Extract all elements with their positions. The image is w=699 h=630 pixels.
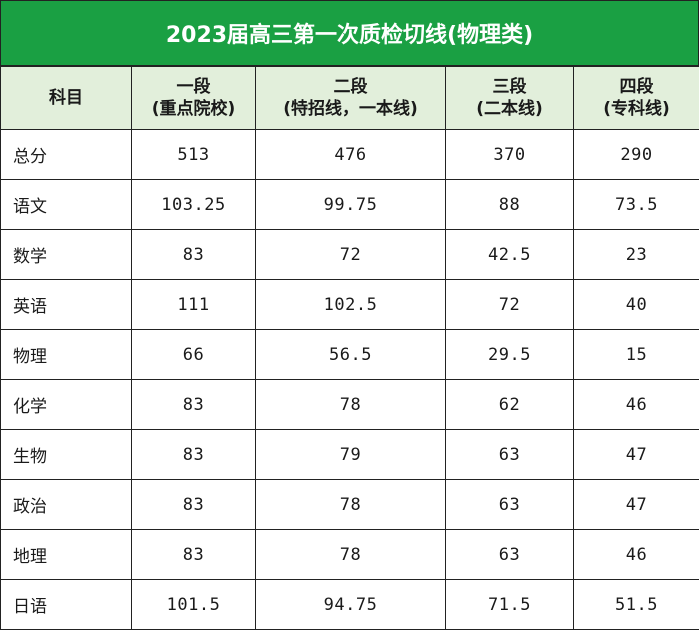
cell-tier-2: 99.75 — [256, 180, 446, 230]
header-tier-4-name: 四段 — [574, 76, 699, 98]
cell-tier-4: 23 — [574, 230, 699, 280]
cell-tier-1: 83 — [132, 480, 256, 530]
row-subject: 地理 — [1, 530, 132, 580]
table-row: 生物 83 79 63 47 — [1, 430, 699, 480]
header-tier-3: 三段 (二本线) — [446, 67, 574, 130]
cell-tier-4: 46 — [574, 380, 699, 430]
cell-tier-3: 72 — [446, 280, 574, 330]
row-subject: 生物 — [1, 430, 132, 480]
cell-tier-3: 42.5 — [446, 230, 574, 280]
row-subject: 政治 — [1, 480, 132, 530]
cell-tier-4: 15 — [574, 330, 699, 380]
cell-tier-3: 370 — [446, 130, 574, 180]
row-subject: 语文 — [1, 180, 132, 230]
table-row: 数学 83 72 42.5 23 — [1, 230, 699, 280]
cell-tier-1: 66 — [132, 330, 256, 380]
cell-tier-4: 290 — [574, 130, 699, 180]
row-subject: 化学 — [1, 380, 132, 430]
header-tier-3-name: 三段 — [446, 76, 573, 98]
cell-tier-1: 513 — [132, 130, 256, 180]
cell-tier-3: 63 — [446, 430, 574, 480]
cell-tier-4: 73.5 — [574, 180, 699, 230]
cell-tier-2: 94.75 — [256, 580, 446, 630]
cell-tier-3: 62 — [446, 380, 574, 430]
table-row: 化学 83 78 62 46 — [1, 380, 699, 430]
cell-tier-2: 78 — [256, 380, 446, 430]
cell-tier-1: 83 — [132, 430, 256, 480]
header-row: 科目 一段 (重点院校) 二段 (特招线，一本线) 三段 (二本线) 四段 (专… — [1, 67, 699, 130]
cell-tier-2: 72 — [256, 230, 446, 280]
cell-tier-1: 83 — [132, 380, 256, 430]
cell-tier-2: 78 — [256, 480, 446, 530]
header-tier-1-note: (重点院校) — [132, 98, 255, 120]
header-tier-2: 二段 (特招线，一本线) — [256, 67, 446, 130]
header-subject: 科目 — [1, 67, 132, 130]
cell-tier-3: 63 — [446, 530, 574, 580]
cell-tier-2: 78 — [256, 530, 446, 580]
table-row: 地理 83 78 63 46 — [1, 530, 699, 580]
row-subject: 物理 — [1, 330, 132, 380]
header-tier-2-note: (特招线，一本线) — [256, 98, 445, 120]
cell-tier-1: 83 — [132, 230, 256, 280]
table-row: 物理 66 56.5 29.5 15 — [1, 330, 699, 380]
cutoff-table: 科目 一段 (重点院校) 二段 (特招线，一本线) 三段 (二本线) 四段 (专… — [0, 66, 699, 630]
header-tier-1: 一段 (重点院校) — [132, 67, 256, 130]
cell-tier-4: 51.5 — [574, 580, 699, 630]
cell-tier-4: 47 — [574, 430, 699, 480]
cell-tier-2: 56.5 — [256, 330, 446, 380]
cell-tier-3: 71.5 — [446, 580, 574, 630]
table-row: 语文 103.25 99.75 88 73.5 — [1, 180, 699, 230]
header-tier-4: 四段 (专科线) — [574, 67, 699, 130]
row-subject: 英语 — [1, 280, 132, 330]
table-row: 总分 513 476 370 290 — [1, 130, 699, 180]
cell-tier-2: 102.5 — [256, 280, 446, 330]
table-row: 英语 111 102.5 72 40 — [1, 280, 699, 330]
cell-tier-3: 63 — [446, 480, 574, 530]
header-tier-4-note: (专科线) — [574, 98, 699, 120]
row-subject: 总分 — [1, 130, 132, 180]
header-tier-2-name: 二段 — [256, 76, 445, 98]
table-row: 政治 83 78 63 47 — [1, 480, 699, 530]
row-subject: 数学 — [1, 230, 132, 280]
cell-tier-3: 29.5 — [446, 330, 574, 380]
cell-tier-4: 46 — [574, 530, 699, 580]
cell-tier-1: 103.25 — [132, 180, 256, 230]
cell-tier-2: 79 — [256, 430, 446, 480]
table-title: 2023届高三第一次质检切线(物理类) — [0, 0, 699, 66]
cell-tier-3: 88 — [446, 180, 574, 230]
cell-tier-1: 83 — [132, 530, 256, 580]
cell-tier-4: 40 — [574, 280, 699, 330]
header-tier-3-note: (二本线) — [446, 98, 573, 120]
cell-tier-1: 111 — [132, 280, 256, 330]
row-subject: 日语 — [1, 580, 132, 630]
table-row: 日语 101.5 94.75 71.5 51.5 — [1, 580, 699, 630]
cell-tier-2: 476 — [256, 130, 446, 180]
cell-tier-4: 47 — [574, 480, 699, 530]
cell-tier-1: 101.5 — [132, 580, 256, 630]
header-tier-1-name: 一段 — [132, 76, 255, 98]
